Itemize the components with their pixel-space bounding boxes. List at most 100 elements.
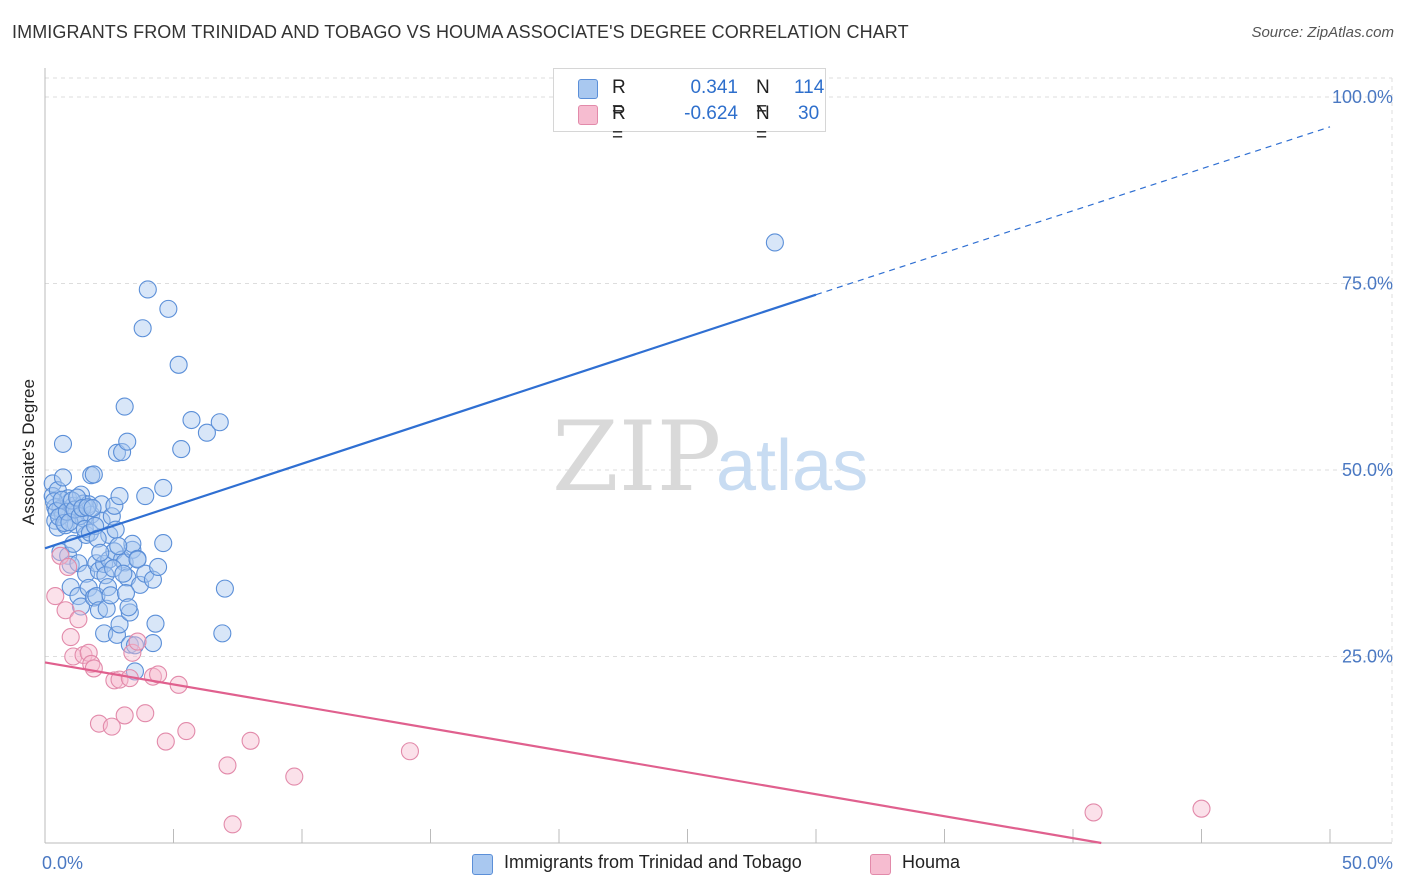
legend-n-label: N =	[756, 103, 770, 146]
point-trinidad	[110, 487, 129, 506]
point-houma	[285, 767, 304, 786]
y-tick-label: 25.0%	[1342, 647, 1393, 667]
point-houma	[56, 601, 75, 620]
point-trinidad	[69, 554, 88, 573]
series-swatch-pink	[870, 854, 891, 875]
point-trinidad	[213, 624, 232, 643]
series-legend: Immigrants from Trinidad and Tobago Houm…	[0, 852, 1406, 878]
axis-layer	[44, 68, 1392, 844]
point-trinidad	[91, 543, 110, 562]
point-trinidad	[109, 537, 128, 556]
point-trinidad	[73, 498, 92, 518]
point-houma	[400, 742, 419, 761]
tick-label-layer: 25.0% 50.0% 75.0% 100.0% 0.0% 50.0%	[42, 87, 1393, 873]
watermark: ZIP atlas	[552, 401, 868, 513]
point-trinidad	[154, 534, 173, 553]
watermark-atlas: atlas	[716, 426, 868, 506]
point-trinidad	[89, 601, 109, 620]
chart-title: IMMIGRANTS FROM TRINIDAD AND TOBAGO VS H…	[12, 22, 909, 42]
point-houma	[59, 557, 78, 577]
point-trinidad	[84, 465, 103, 484]
trend-layer	[44, 126, 1331, 845]
point-trinidad	[53, 468, 73, 487]
series-legend-label: Immigrants from Trinidad and Tobago	[504, 852, 802, 872]
series-swatch-blue	[472, 854, 493, 875]
legend-r-value: -0.624	[684, 103, 738, 124]
point-houma	[69, 610, 88, 629]
point-houma	[84, 659, 103, 678]
point-trinidad	[104, 559, 123, 578]
point-trinidad	[210, 413, 229, 432]
point-houma	[115, 706, 134, 725]
legend-n-value: 30	[798, 103, 820, 124]
point-trinidad	[97, 599, 116, 618]
point-trinidad	[136, 487, 155, 506]
point-trinidad	[118, 432, 137, 451]
series-legend-label: Houma	[902, 852, 961, 872]
point-trinidad	[143, 634, 162, 653]
point-trinidad	[53, 434, 73, 453]
point-houma	[223, 815, 242, 834]
point-trinidad	[113, 443, 132, 462]
point-houma	[156, 732, 175, 751]
legend-r-label: R =	[612, 77, 626, 120]
point-houma	[102, 717, 121, 736]
x-tick-label: 50.0%	[1342, 853, 1393, 873]
point-trinidad	[146, 614, 165, 633]
point-houma	[177, 722, 196, 741]
point-trinidad	[116, 584, 136, 603]
point-houma	[128, 632, 147, 651]
point-trinidad	[114, 564, 133, 583]
point-trinidad	[105, 496, 124, 515]
legend-r-label: R =	[612, 103, 626, 146]
points-layer	[43, 233, 1211, 834]
y-tick-label: 100.0%	[1332, 87, 1393, 107]
point-houma	[241, 731, 260, 750]
point-trinidad	[169, 355, 188, 374]
y-tick-label: 50.0%	[1342, 460, 1393, 480]
legend-r-value: 0.341	[690, 77, 738, 98]
point-trinidad	[138, 280, 157, 299]
y-axis-label-wrap: Associate's Degree	[16, 370, 42, 540]
point-trinidad	[78, 498, 97, 517]
legend-swatch-blue	[578, 79, 598, 99]
point-houma	[1084, 803, 1103, 822]
trendline-trinidad	[44, 293, 817, 550]
point-trinidad	[215, 579, 234, 598]
point-trinidad	[133, 319, 152, 338]
y-axis-label: Associate's Degree	[19, 379, 38, 525]
point-trinidad	[159, 299, 178, 318]
point-trinidad	[61, 555, 80, 574]
point-trinidad	[123, 540, 142, 559]
point-trinidad	[101, 586, 120, 605]
legend-n-label: N =	[756, 77, 770, 120]
y-tick-label: 75.0%	[1342, 274, 1393, 294]
legend-n-value: 114	[794, 77, 825, 98]
point-houma	[136, 704, 155, 723]
correlation-legend: R = 0.341 N = 114 R = -0.624 N = 30	[553, 68, 826, 146]
legend-swatch-pink	[578, 105, 598, 125]
point-houma	[1192, 799, 1211, 818]
x-tick-label: 0.0%	[42, 853, 83, 873]
point-trinidad	[107, 443, 127, 462]
source-label: Source: ZipAtlas.com	[1251, 24, 1394, 41]
point-trinidad	[172, 440, 191, 459]
point-trinidad	[119, 598, 138, 617]
watermark-zip: ZIP	[552, 401, 721, 513]
point-trinidad	[128, 550, 147, 569]
trendline-trinidad-extension	[815, 126, 1331, 296]
point-trinidad	[102, 507, 121, 526]
point-houma	[123, 643, 142, 662]
point-trinidad	[96, 566, 115, 585]
point-trinidad	[154, 478, 173, 497]
point-houma	[61, 628, 80, 647]
point-trinidad	[149, 557, 168, 577]
point-trinidad	[197, 423, 216, 442]
point-trinidad	[115, 397, 134, 416]
point-trinidad	[52, 490, 71, 509]
point-trinidad	[107, 625, 127, 644]
point-trinidad	[182, 410, 201, 430]
point-trinidad	[83, 498, 102, 518]
point-trinidad	[55, 513, 74, 533]
